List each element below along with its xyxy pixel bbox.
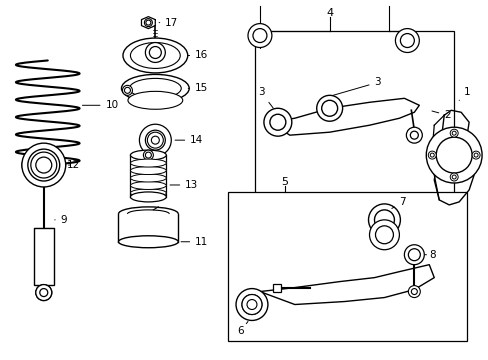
Text: 3: 3 bbox=[332, 77, 380, 95]
Circle shape bbox=[247, 24, 271, 48]
Circle shape bbox=[145, 130, 165, 150]
Text: 17: 17 bbox=[159, 18, 178, 28]
Circle shape bbox=[407, 285, 420, 298]
Circle shape bbox=[449, 173, 457, 181]
Circle shape bbox=[471, 151, 479, 159]
Text: 4: 4 bbox=[325, 8, 332, 18]
Text: 7: 7 bbox=[391, 197, 405, 208]
Circle shape bbox=[143, 150, 153, 160]
Ellipse shape bbox=[118, 236, 178, 248]
Circle shape bbox=[145, 20, 151, 25]
Circle shape bbox=[400, 33, 413, 48]
Circle shape bbox=[406, 127, 422, 143]
Circle shape bbox=[36, 285, 52, 301]
Ellipse shape bbox=[122, 38, 187, 73]
Circle shape bbox=[246, 300, 256, 310]
Ellipse shape bbox=[130, 159, 166, 167]
Circle shape bbox=[145, 42, 165, 62]
Circle shape bbox=[145, 152, 151, 158]
Text: 14: 14 bbox=[175, 135, 203, 145]
Ellipse shape bbox=[129, 78, 181, 98]
Circle shape bbox=[149, 46, 161, 58]
Circle shape bbox=[242, 294, 262, 315]
Circle shape bbox=[409, 131, 417, 139]
Text: 1: 1 bbox=[458, 87, 470, 100]
Ellipse shape bbox=[128, 91, 183, 109]
Text: 12: 12 bbox=[66, 160, 80, 170]
Ellipse shape bbox=[121, 75, 189, 102]
Circle shape bbox=[374, 210, 394, 230]
Circle shape bbox=[124, 87, 130, 93]
Ellipse shape bbox=[130, 150, 166, 160]
Ellipse shape bbox=[130, 167, 166, 175]
Bar bbox=[272, 284, 280, 292]
Text: 13: 13 bbox=[170, 180, 198, 190]
Circle shape bbox=[395, 28, 419, 53]
Circle shape bbox=[264, 108, 291, 136]
Bar bbox=[34, 228, 54, 285]
Circle shape bbox=[151, 136, 159, 144]
Circle shape bbox=[31, 152, 57, 178]
Circle shape bbox=[236, 289, 267, 320]
Text: 6: 6 bbox=[237, 321, 247, 336]
Circle shape bbox=[144, 19, 152, 27]
Text: 9: 9 bbox=[55, 215, 67, 225]
Text: 16: 16 bbox=[188, 50, 208, 60]
Circle shape bbox=[426, 127, 481, 183]
Circle shape bbox=[40, 289, 48, 297]
Circle shape bbox=[369, 220, 399, 250]
Circle shape bbox=[316, 95, 342, 121]
Circle shape bbox=[28, 149, 60, 181]
Circle shape bbox=[139, 124, 171, 156]
Circle shape bbox=[451, 175, 455, 179]
Text: 11: 11 bbox=[181, 237, 208, 247]
Circle shape bbox=[375, 226, 393, 244]
Ellipse shape bbox=[130, 189, 166, 197]
Circle shape bbox=[321, 100, 337, 116]
Circle shape bbox=[147, 132, 163, 148]
Text: 15: 15 bbox=[188, 84, 208, 93]
Ellipse shape bbox=[130, 42, 180, 68]
Circle shape bbox=[122, 85, 132, 95]
Text: 8: 8 bbox=[425, 250, 435, 260]
Text: 2: 2 bbox=[431, 110, 450, 120]
Text: 10: 10 bbox=[82, 100, 119, 110]
Circle shape bbox=[36, 157, 52, 173]
Bar bbox=[254, 31, 453, 195]
Circle shape bbox=[252, 28, 266, 42]
Circle shape bbox=[451, 131, 455, 135]
Circle shape bbox=[36, 285, 52, 301]
Circle shape bbox=[435, 137, 471, 173]
Circle shape bbox=[22, 143, 65, 187]
Text: 3: 3 bbox=[258, 87, 273, 108]
Circle shape bbox=[269, 114, 285, 130]
Circle shape bbox=[242, 294, 262, 315]
Circle shape bbox=[473, 153, 477, 157]
Circle shape bbox=[404, 245, 424, 265]
Ellipse shape bbox=[130, 181, 166, 189]
Circle shape bbox=[449, 129, 457, 137]
Circle shape bbox=[407, 249, 420, 261]
Circle shape bbox=[368, 204, 400, 236]
Circle shape bbox=[410, 289, 416, 294]
Circle shape bbox=[427, 151, 435, 159]
Text: 5: 5 bbox=[281, 177, 288, 187]
Ellipse shape bbox=[130, 192, 166, 202]
Ellipse shape bbox=[130, 174, 166, 182]
Bar bbox=[227, 192, 466, 341]
Circle shape bbox=[429, 153, 433, 157]
